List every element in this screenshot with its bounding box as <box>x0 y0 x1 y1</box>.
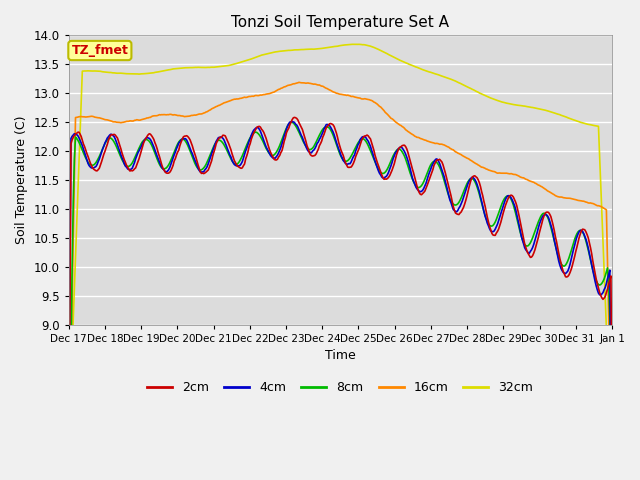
16cm <box>396 122 404 128</box>
4cm <box>559 270 567 276</box>
Line: 16cm: 16cm <box>68 83 612 480</box>
32cm <box>65 440 72 446</box>
16cm <box>370 99 378 105</box>
2cm <box>608 417 616 423</box>
4cm <box>370 155 378 160</box>
X-axis label: Time: Time <box>325 349 356 362</box>
Line: 2cm: 2cm <box>68 118 612 480</box>
32cm <box>294 47 301 53</box>
2cm <box>396 144 404 150</box>
32cm <box>351 41 358 47</box>
16cm <box>465 156 473 162</box>
32cm <box>559 113 567 119</box>
2cm <box>465 184 473 190</box>
Text: TZ_fmet: TZ_fmet <box>72 44 128 57</box>
4cm <box>234 163 241 168</box>
4cm <box>396 144 404 150</box>
Legend: 2cm, 4cm, 8cm, 16cm, 32cm: 2cm, 4cm, 8cm, 16cm, 32cm <box>143 376 538 399</box>
16cm <box>294 80 301 85</box>
2cm <box>370 147 378 153</box>
32cm <box>234 60 241 66</box>
2cm <box>291 115 298 120</box>
16cm <box>295 80 303 85</box>
16cm <box>608 472 616 478</box>
8cm <box>465 177 473 183</box>
4cm <box>465 178 473 184</box>
16cm <box>559 195 567 201</box>
4cm <box>65 420 72 426</box>
2cm <box>234 163 241 169</box>
2cm <box>559 269 567 275</box>
8cm <box>295 129 303 135</box>
32cm <box>396 58 404 63</box>
2cm <box>295 120 303 125</box>
8cm <box>370 156 378 162</box>
Title: Tonzi Soil Temperature Set A: Tonzi Soil Temperature Set A <box>232 15 449 30</box>
8cm <box>559 263 567 269</box>
8cm <box>234 161 241 167</box>
32cm <box>370 45 378 50</box>
Line: 32cm: 32cm <box>68 44 612 472</box>
16cm <box>65 479 72 480</box>
Line: 4cm: 4cm <box>68 121 612 480</box>
4cm <box>295 127 303 132</box>
8cm <box>287 120 295 125</box>
Line: 8cm: 8cm <box>68 122 612 480</box>
16cm <box>234 96 241 102</box>
Y-axis label: Soil Temperature (C): Soil Temperature (C) <box>15 116 28 244</box>
32cm <box>608 469 616 475</box>
32cm <box>465 85 473 91</box>
8cm <box>396 146 404 152</box>
4cm <box>289 119 296 124</box>
